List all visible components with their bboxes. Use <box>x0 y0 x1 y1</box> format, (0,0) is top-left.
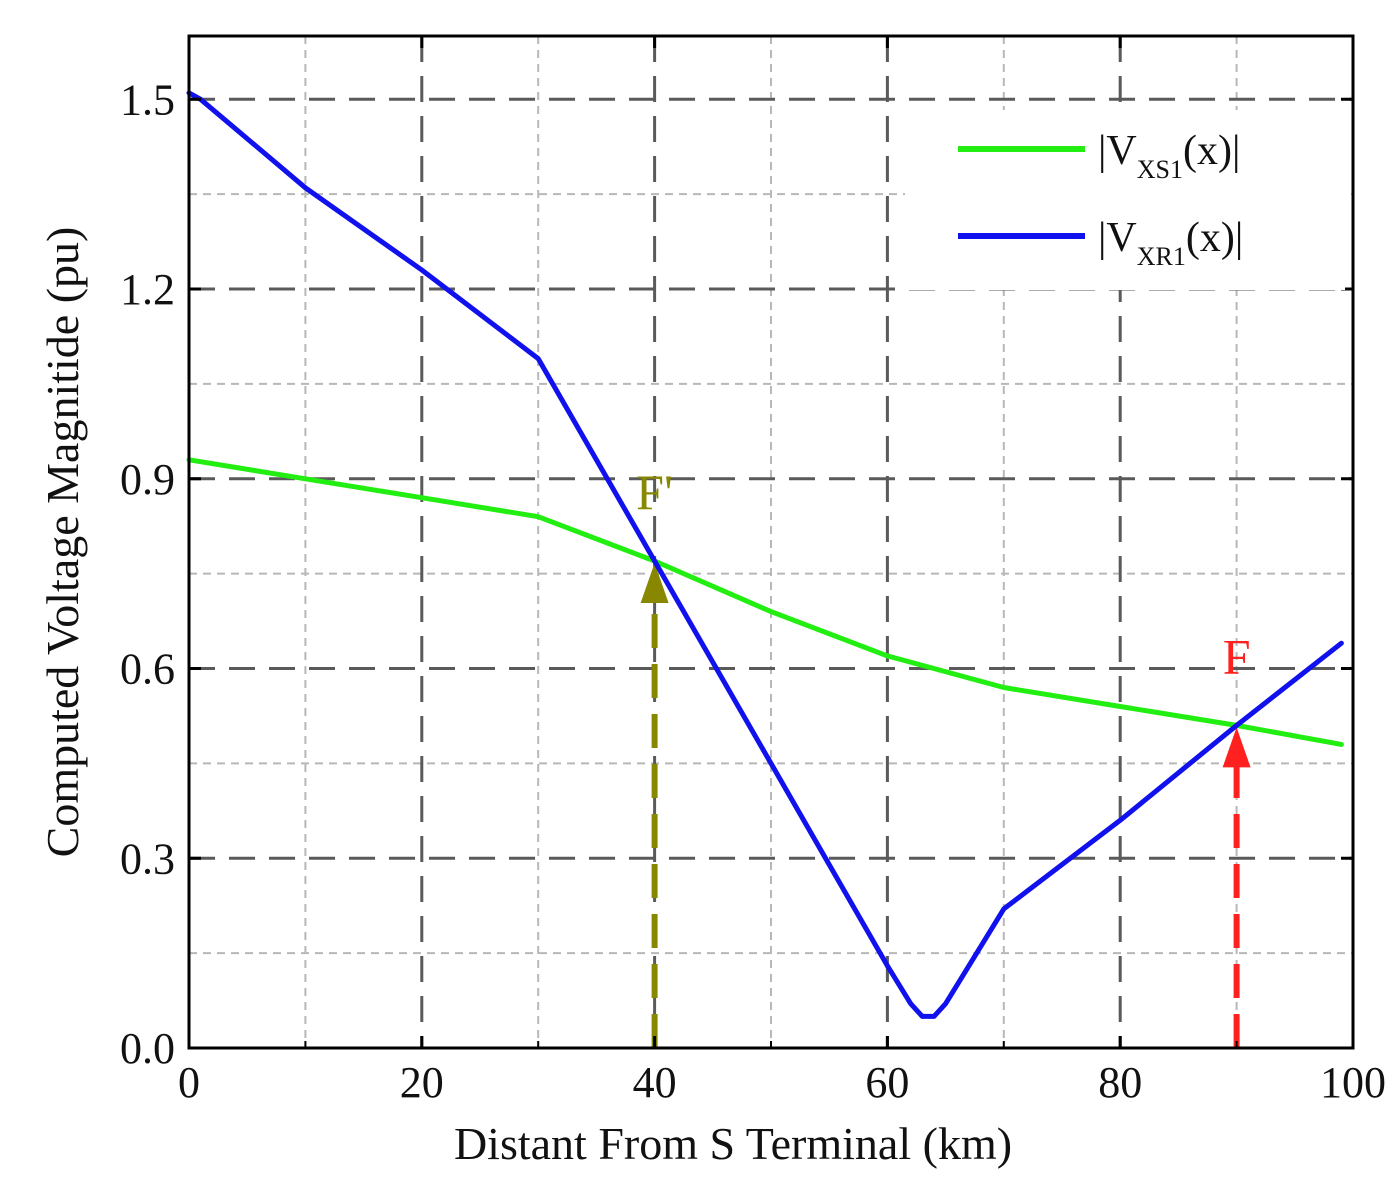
y-axis-label: Computed Voltage Magnitide (pu) <box>37 227 88 858</box>
annotation-label-2: F <box>1223 628 1251 684</box>
series-line-1 <box>186 457 1344 747</box>
series-line-2 <box>186 90 1344 1019</box>
legend: |VXS1(x)| |VXR1(x)| <box>905 110 1345 290</box>
x-tick-label: 100 <box>1320 1058 1386 1107</box>
y-tick-label: 1.5 <box>120 75 175 124</box>
x-tick-label: 0 <box>178 1058 200 1107</box>
y-tick-label: 0.6 <box>120 645 175 694</box>
x-tick-label: 80 <box>1098 1058 1142 1107</box>
y-tick-label: 1.2 <box>120 265 175 314</box>
annotation-label-1: F' <box>636 464 673 520</box>
x-axis-label: Distant From S Terminal (km) <box>454 1118 1012 1169</box>
x-tick-label: 20 <box>400 1058 444 1107</box>
y-tick-label: 0.9 <box>120 455 175 504</box>
series-lines: F' F <box>186 90 1344 1019</box>
legend-label-1: |VXS1(x)| <box>1098 128 1240 184</box>
annotation-arrow-head <box>640 562 669 603</box>
legend-background <box>905 110 1345 290</box>
legend-label-2: |VXR1(x)| <box>1098 215 1243 271</box>
x-tick-label: 60 <box>865 1058 909 1107</box>
axis-ticks: 0 20 40 60 80 100 0.0 0.3 0.6 0.9 1.2 1.5 <box>120 36 1386 1107</box>
y-tick-label: 0.3 <box>120 834 175 883</box>
x-tick-label: 40 <box>633 1058 677 1107</box>
y-tick-label: 0.0 <box>120 1024 175 1073</box>
annotation-arrows <box>640 562 1251 1048</box>
annotation-arrow-head <box>1222 727 1251 768</box>
